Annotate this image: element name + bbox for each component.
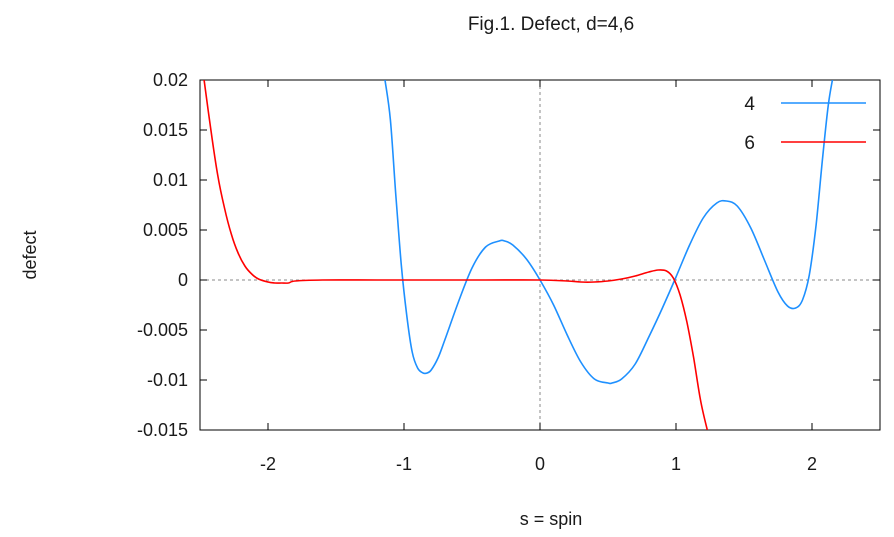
chart-title: Fig.1. Defect, d=4,6: [468, 14, 634, 35]
x-tick-label: -1: [396, 454, 412, 474]
series-group: [203, 80, 834, 430]
x-tick-label: -2: [260, 454, 276, 474]
x-tick-label: 1: [671, 454, 681, 474]
y-tick-label: 0.015: [143, 120, 188, 140]
y-tick-label: 0: [178, 270, 188, 290]
y-tick-label: -0.005: [137, 320, 188, 340]
y-tick-label: -0.015: [137, 420, 188, 440]
legend-label-4: 4: [744, 94, 755, 115]
x-axis-label: s = spin: [520, 509, 583, 529]
series-line-6: [203, 80, 709, 430]
plot-area: -2 -1 0 1 2 0.02 0.015 0.01 0.005 0 -0.005 -0.01 -0.…: [137, 70, 881, 474]
x-tick-label: 2: [807, 454, 817, 474]
x-tick-label: 0: [535, 454, 545, 474]
y-tick-label: 0.005: [143, 220, 188, 240]
y-axis-label: defect: [20, 230, 40, 279]
series-line-4: [384, 80, 834, 385]
legend-label-6: 6: [744, 133, 755, 154]
y-tick-label: -0.01: [147, 370, 188, 390]
y-tick-label: 0.01: [153, 170, 188, 190]
y-tick-label: 0.02: [153, 70, 188, 90]
